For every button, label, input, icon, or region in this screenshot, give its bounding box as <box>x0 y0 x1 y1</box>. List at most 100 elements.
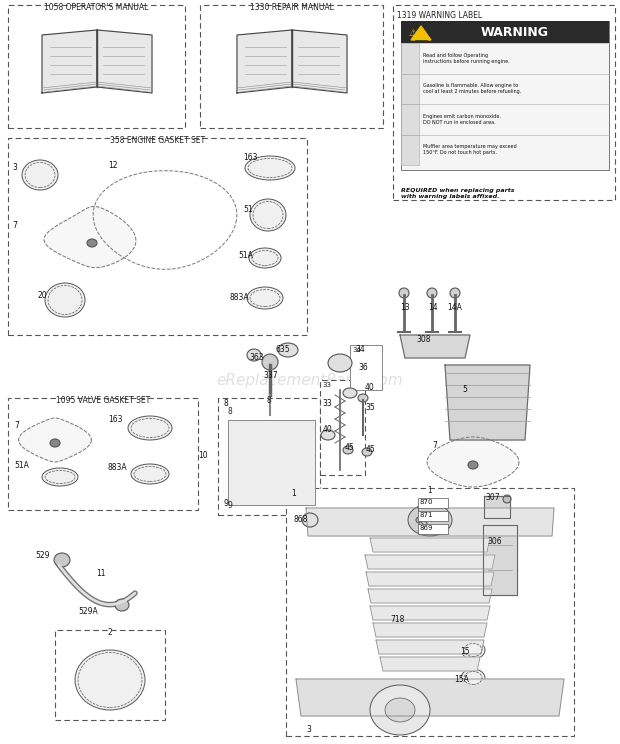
Text: 14A: 14A <box>447 304 462 312</box>
Ellipse shape <box>419 521 427 527</box>
Text: 7: 7 <box>432 440 437 449</box>
Ellipse shape <box>245 156 295 180</box>
Bar <box>401 21 609 43</box>
Text: 34: 34 <box>355 345 365 354</box>
Bar <box>8 398 198 510</box>
Polygon shape <box>380 657 480 671</box>
Text: 14: 14 <box>428 304 438 312</box>
Ellipse shape <box>134 466 166 481</box>
Text: 40: 40 <box>365 383 374 393</box>
Ellipse shape <box>247 349 261 361</box>
Polygon shape <box>237 30 292 93</box>
Ellipse shape <box>250 289 280 307</box>
Polygon shape <box>365 555 495 569</box>
Polygon shape <box>445 365 530 440</box>
Ellipse shape <box>250 199 286 231</box>
Text: 20: 20 <box>38 290 48 300</box>
Ellipse shape <box>416 517 424 523</box>
Bar <box>401 43 419 74</box>
Ellipse shape <box>25 162 55 187</box>
Polygon shape <box>296 679 564 716</box>
Text: 529A: 529A <box>78 608 98 617</box>
Text: 1: 1 <box>428 486 432 495</box>
Ellipse shape <box>302 513 318 527</box>
Ellipse shape <box>321 430 335 440</box>
Bar <box>401 21 609 170</box>
Text: 51A: 51A <box>14 461 29 469</box>
Bar <box>320 380 365 475</box>
Ellipse shape <box>253 202 283 228</box>
Bar <box>218 398 320 515</box>
Ellipse shape <box>262 354 278 370</box>
Ellipse shape <box>131 418 169 437</box>
Ellipse shape <box>408 504 452 536</box>
Ellipse shape <box>87 239 97 247</box>
Text: 337: 337 <box>263 371 278 379</box>
Ellipse shape <box>450 288 460 298</box>
Bar <box>350 345 382 390</box>
Polygon shape <box>411 26 431 40</box>
Text: 883A: 883A <box>230 292 250 301</box>
Text: 10: 10 <box>198 451 208 460</box>
Ellipse shape <box>128 416 172 440</box>
Text: 1319 WARNING LABEL: 1319 WARNING LABEL <box>397 11 482 20</box>
Text: eReplacementParts.com: eReplacementParts.com <box>216 373 404 388</box>
Bar <box>393 5 615 200</box>
Polygon shape <box>97 30 152 93</box>
Ellipse shape <box>54 553 70 567</box>
Polygon shape <box>366 572 494 586</box>
Text: REQUIRED when replacing parts
with warning labels affixed.: REQUIRED when replacing parts with warni… <box>401 188 515 199</box>
Text: 1095 VALVE GASKET SET: 1095 VALVE GASKET SET <box>56 396 150 405</box>
Ellipse shape <box>115 599 129 611</box>
Ellipse shape <box>45 283 85 317</box>
Ellipse shape <box>464 644 482 656</box>
Text: 307: 307 <box>485 493 500 502</box>
Ellipse shape <box>247 287 283 309</box>
Polygon shape <box>306 508 554 536</box>
Ellipse shape <box>385 698 415 722</box>
Bar <box>418 498 448 508</box>
Text: 33: 33 <box>322 399 332 408</box>
Text: Gasoline is flammable. Allow engine to
cool at least 2 minutes before refueling.: Gasoline is flammable. Allow engine to c… <box>423 83 521 94</box>
Ellipse shape <box>248 158 292 178</box>
Bar <box>200 5 383 128</box>
Ellipse shape <box>343 388 357 398</box>
Text: 5: 5 <box>462 385 467 394</box>
Text: 33: 33 <box>322 382 331 388</box>
Text: 883A: 883A <box>108 464 128 472</box>
Polygon shape <box>370 538 490 552</box>
Text: 11: 11 <box>96 569 105 579</box>
Ellipse shape <box>278 343 298 357</box>
Bar <box>8 138 307 335</box>
Text: 635: 635 <box>275 345 290 354</box>
Polygon shape <box>484 496 510 518</box>
Text: 718: 718 <box>390 615 404 624</box>
Ellipse shape <box>22 160 58 190</box>
Ellipse shape <box>131 464 169 484</box>
Polygon shape <box>19 418 91 462</box>
Text: Read and follow Operating
instructions before running engine.: Read and follow Operating instructions b… <box>423 53 510 64</box>
Text: 51A: 51A <box>238 251 253 260</box>
Text: 870: 870 <box>420 499 433 505</box>
Polygon shape <box>427 437 519 487</box>
Polygon shape <box>370 606 490 620</box>
Text: 363: 363 <box>249 353 264 362</box>
Text: 358 ENGINE GASKET SET: 358 ENGINE GASKET SET <box>110 136 205 145</box>
Text: 45: 45 <box>366 446 376 455</box>
Bar <box>401 74 419 104</box>
Text: 40: 40 <box>323 426 333 434</box>
Text: 15A: 15A <box>454 676 469 684</box>
Polygon shape <box>373 623 487 637</box>
Ellipse shape <box>503 495 511 503</box>
Polygon shape <box>44 206 136 268</box>
Ellipse shape <box>90 675 114 695</box>
Text: 36: 36 <box>358 362 368 371</box>
Ellipse shape <box>461 641 485 659</box>
Text: 9: 9 <box>228 501 233 510</box>
Text: 163: 163 <box>108 415 123 425</box>
Ellipse shape <box>252 251 278 266</box>
Text: 13: 13 <box>400 304 410 312</box>
Text: 868: 868 <box>294 515 308 524</box>
Text: 8: 8 <box>228 408 232 417</box>
Text: 2: 2 <box>108 628 112 637</box>
